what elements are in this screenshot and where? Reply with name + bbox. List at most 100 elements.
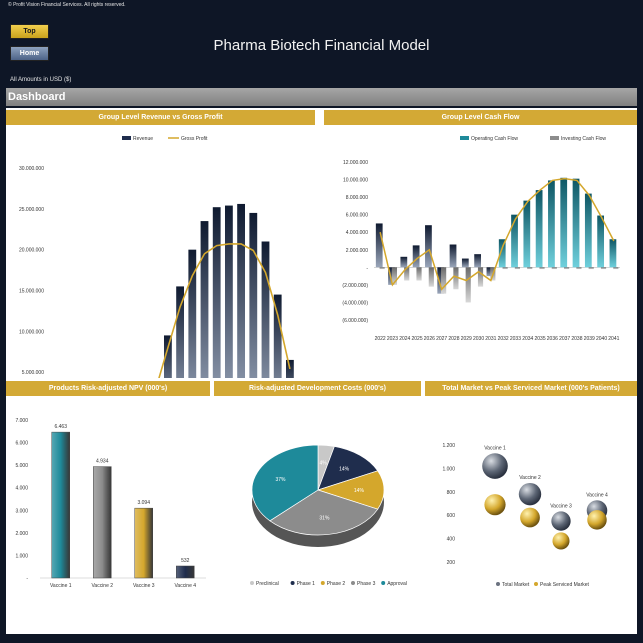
legend-label-operating: Operating Cash Flow [471, 136, 518, 142]
peak-serviced-bubble [484, 494, 506, 516]
home-button[interactable]: Home [10, 46, 49, 61]
y-tick-label: 30.000.000 [19, 166, 44, 172]
legend-label: Phase 2 [327, 581, 346, 587]
y-tick-label: 10.000.000 [343, 178, 368, 184]
dev-costs-chart-title: Risk-adjusted Development Costs (000's) [214, 381, 421, 396]
investing-cash-flow-bar [404, 267, 410, 281]
x-tick-label: Vaccine 3 [133, 583, 155, 589]
pie-slice-phase-3 [269, 489, 379, 536]
legend-label-revenue: Revenue [133, 136, 153, 142]
legend-swatch-revenue [122, 136, 131, 140]
y-tick-label: 10.000.000 [19, 329, 44, 335]
y-tick-label: 8.000.000 [346, 195, 368, 201]
revenue-bar [273, 294, 282, 378]
revenue-chart: -5.000.00010.000.00015.000.00020.000.000… [19, 136, 294, 378]
y-tick-label: (4.000.000) [342, 300, 368, 306]
pie-slice-phase-2 [316, 470, 385, 510]
y-tick-label: 1.200 [442, 443, 455, 449]
y-tick-label: 12.000.000 [343, 160, 368, 166]
x-tick-label: 2026 [424, 336, 435, 342]
peak-serviced-bubble [520, 507, 540, 528]
bubble-label: Vaccine 3 [550, 503, 572, 509]
operating-cash-flow-bar [511, 214, 518, 268]
bubble-label: Vaccine 4 [586, 492, 608, 498]
dev-costs-chart: 4% 14% 14% 31% 37% Preclinical Phase 1 Phase 2 P… [250, 444, 407, 587]
y-tick-label: 1.000 [15, 553, 28, 559]
y-tick-label: 6.000 [15, 441, 28, 447]
cashflow-chart: (6.000.000) (4.000.000) (2.000.000) - 2.000.… [342, 136, 620, 342]
x-tick-label: 2038 [571, 336, 582, 342]
x-tick-label: 2029 [461, 336, 472, 342]
legend-label: Preclinical [256, 581, 279, 587]
operating-cash-flow-bar [400, 256, 408, 268]
operating-cash-flow-bar [474, 254, 482, 268]
x-tick-label: 2041 [608, 336, 619, 342]
x-tick-label: 2025 [411, 336, 422, 342]
investing-cash-flow-bar [477, 267, 484, 287]
investing-cash-flow-bar [465, 267, 471, 303]
operating-cash-flow-bar [535, 190, 543, 268]
npv-chart-title: Products Risk-adjusted NPV (000's) [6, 381, 210, 396]
y-tick-label: (6.000.000) [342, 318, 368, 324]
revenue-bar [249, 212, 258, 378]
operating-cash-flow-bar [412, 245, 420, 268]
pie-label: 37% [275, 477, 286, 483]
operating-cash-flow-bar [461, 258, 469, 268]
x-tick-label: 2022 [375, 336, 386, 342]
top-button[interactable]: Top [10, 24, 49, 39]
x-tick-label: 2031 [485, 336, 496, 342]
operating-cash-flow-bar [425, 225, 432, 268]
npv-value-label: 532 [181, 558, 190, 564]
y-tick-label: - [366, 265, 368, 271]
operating-cash-flow-bar [498, 239, 506, 268]
peak-serviced-bubble [587, 510, 607, 530]
revenue-bar [237, 203, 246, 378]
y-tick-label: 2.000 [15, 531, 28, 537]
total-market-bubble [518, 482, 542, 506]
amounts-note: All Amounts in USD ($) [10, 77, 72, 83]
x-tick-label: 2035 [534, 336, 545, 342]
y-tick-label: 6.000.000 [346, 213, 368, 219]
npv-chart: - 1.000 2.000 3.000 4.000 5.000 6.000 7.000 6.46… [15, 418, 206, 589]
investing-cash-flow-bar [441, 267, 447, 294]
legend-swatch [290, 581, 295, 585]
operating-cash-flow-bar [449, 244, 457, 268]
legend-label-peak: Peak Serviced Market [540, 582, 590, 588]
investing-cash-flow-bar [416, 267, 422, 281]
npv-bar [176, 565, 195, 579]
revenue-bar [224, 205, 233, 378]
x-tick-label: Vaccine 2 [91, 583, 113, 589]
x-tick-label: Vaccine 1 [50, 583, 72, 589]
x-tick-label: 2040 [596, 336, 607, 342]
y-tick-label: 7.000 [15, 418, 28, 424]
peak-serviced-bubble [552, 532, 570, 550]
legend-label: Phase 1 [297, 581, 316, 587]
total-market-bubble [482, 453, 508, 479]
investing-cash-flow-bar [564, 267, 570, 270]
legend-swatch-operating [460, 136, 469, 140]
revenue-bar [188, 249, 197, 378]
npv-value-label: 4.934 [96, 459, 109, 465]
revenue-bar [212, 207, 221, 378]
gross-profit-line [158, 243, 291, 378]
y-tick-label: 20.000.000 [19, 248, 44, 254]
operating-cash-flow-bar [572, 178, 580, 268]
x-tick-label: 2037 [559, 336, 570, 342]
operating-cash-flow-bar [375, 223, 383, 268]
pie-slice-approval [251, 444, 319, 522]
npv-bar [51, 431, 70, 579]
operating-cash-flow-bar [523, 200, 531, 268]
pie-label: 4% [320, 460, 328, 466]
bubble-label: Vaccine 1 [484, 445, 506, 451]
investing-cash-flow-bar [613, 267, 619, 270]
x-tick-label: 2033 [510, 336, 521, 342]
operating-cash-flow-bar [437, 267, 445, 294]
y-tick-label: - [26, 576, 28, 582]
legend-label-investing: Investing Cash Flow [561, 136, 606, 142]
operating-cash-flow-bar [388, 267, 395, 285]
legend-swatch [351, 581, 355, 585]
y-tick-label: (2.000.000) [342, 283, 368, 289]
x-tick-label: 2028 [448, 336, 459, 342]
x-tick-label: 2039 [584, 336, 595, 342]
x-tick-label: 2023 [387, 336, 398, 342]
